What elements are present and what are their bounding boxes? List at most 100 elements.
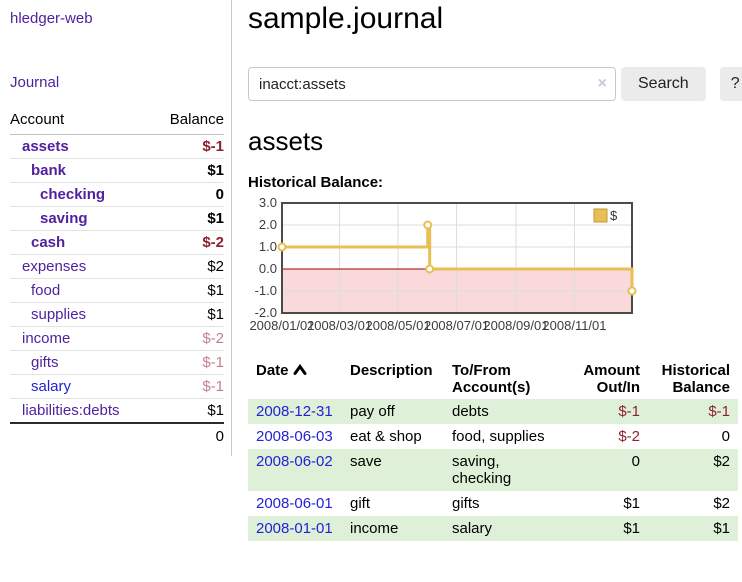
help-button[interactable]: ? xyxy=(719,67,742,101)
accounts-table: Account Balance assets $-1 bank $1 checking 0… xyxy=(10,106,224,448)
account-link[interactable]: supplies xyxy=(31,306,87,323)
account-row: liabilities:debts $1 xyxy=(10,398,224,424)
register-description-cell: income xyxy=(350,520,399,537)
register-row: 2008-01-01 income salary $1 $1 xyxy=(248,516,738,541)
register-amount-cell: $-2 xyxy=(618,428,640,445)
register-header-label: To/From Account(s) xyxy=(452,362,531,396)
historical-balance-chart: $3.0 2.0 1.0 0.0 -1.0 -2.02008/01/012008/03/0… xyxy=(249,195,637,333)
account-balance: $1 xyxy=(153,158,224,183)
account-row: saving $1 xyxy=(10,206,224,231)
account-row: supplies $1 xyxy=(10,302,224,327)
register-date-cell: 2008-06-03 xyxy=(248,424,342,449)
page-title: sample.journal xyxy=(248,2,444,35)
search-input[interactable] xyxy=(248,67,616,101)
accounts-total-row: 0 xyxy=(10,422,224,448)
register-table: Date Description To/From Account(s) Amount … xyxy=(248,359,738,541)
y-axis-tick-label: -1.0 xyxy=(255,283,277,298)
account-link[interactable]: assets xyxy=(22,138,69,155)
chart-data-point xyxy=(423,220,433,230)
register-header-label: Description xyxy=(350,362,433,379)
account-balance: $1 xyxy=(153,302,224,327)
y-axis-tick-label: 2.0 xyxy=(259,217,277,232)
account-link[interactable]: income xyxy=(22,330,71,347)
account-link[interactable]: cash xyxy=(31,234,66,251)
chart-border xyxy=(281,202,633,314)
register-header-amount: Amount Out/In xyxy=(568,359,648,399)
register-description-cell: gift xyxy=(350,495,371,512)
register-accounts-cell: salary xyxy=(452,520,493,537)
account-row: salary $-1 xyxy=(10,374,224,399)
search-bar: × Search ? xyxy=(248,67,742,101)
account-balance: $1 xyxy=(153,398,224,424)
search-button[interactable]: Search xyxy=(621,67,706,101)
y-axis-tick-label: -2.0 xyxy=(255,305,277,320)
chart-data-point xyxy=(425,264,435,274)
register-row: 2008-06-02 save saving, checking 0 $2 xyxy=(248,449,738,491)
account-row: gifts $-1 xyxy=(10,350,224,375)
account-link[interactable]: checking xyxy=(40,186,106,203)
register-header-row: Date Description To/From Account(s) Amount … xyxy=(248,359,738,399)
register-date-cell: 2008-01-01 xyxy=(248,516,342,541)
register-accounts-cell: saving, checking xyxy=(452,453,512,487)
x-axis-tick-label: 2008/07/01 xyxy=(424,318,489,333)
transaction-date-link[interactable]: 2008-06-01 xyxy=(256,495,333,512)
register-accounts-cell: food, supplies xyxy=(452,428,545,445)
account-link[interactable]: expenses xyxy=(22,258,87,275)
account-balance: $-1 xyxy=(153,374,224,399)
accounts-header-row: Account Balance xyxy=(10,106,224,135)
chart-label: Historical Balance: xyxy=(248,174,384,191)
account-row: bank $1 xyxy=(10,158,224,183)
register-date-cell: 2008-06-01 xyxy=(248,491,342,516)
register-amount-cell: $1 xyxy=(623,495,640,512)
legend-swatch xyxy=(593,208,608,223)
register-amount-cell: 0 xyxy=(631,453,640,470)
register-date-cell: 2008-06-02 xyxy=(248,449,342,491)
sidebar-item-journal[interactable]: Journal xyxy=(10,74,60,91)
register-amount-cell: $1 xyxy=(623,520,640,537)
accounts-header-account: Account xyxy=(10,106,154,135)
account-title: assets xyxy=(248,126,324,156)
chart-data-point xyxy=(627,286,637,296)
chart-data-point xyxy=(277,242,287,252)
transaction-date-link[interactable]: 2008-06-03 xyxy=(256,428,333,445)
search-input-wrapper: × xyxy=(248,67,616,101)
account-balance: 0 xyxy=(153,182,224,207)
account-link[interactable]: salary xyxy=(31,378,72,395)
account-row: assets $-1 xyxy=(10,134,224,159)
account-balance: $-2 xyxy=(153,326,224,351)
x-axis-tick-label: 2008/09/01 xyxy=(483,318,548,333)
accounts-total-balance: 0 xyxy=(153,422,224,448)
account-link[interactable]: food xyxy=(31,282,61,299)
account-row: checking 0 xyxy=(10,182,224,207)
account-balance: $1 xyxy=(153,206,224,231)
register-row: 2008-06-01 gift gifts $1 $2 xyxy=(248,491,738,516)
register-description-cell: pay off xyxy=(350,403,395,420)
clear-search-icon[interactable]: × xyxy=(597,75,607,92)
register-balance-cell: $2 xyxy=(713,495,730,512)
register-description-cell: save xyxy=(350,453,382,470)
register-amount-cell: $-1 xyxy=(618,403,640,420)
account-link[interactable]: saving xyxy=(40,210,88,227)
transaction-date-link[interactable]: 2008-06-02 xyxy=(256,453,333,470)
register-header-label: Date xyxy=(256,362,289,379)
register-row: 2008-06-03 eat & shop food, supplies $-2 0 xyxy=(248,424,738,449)
account-row: expenses $2 xyxy=(10,254,224,279)
register-accounts-cell: debts xyxy=(452,403,489,420)
account-link[interactable]: gifts xyxy=(31,354,59,371)
sidebar: hledger-web Journal Account Balance asse… xyxy=(0,0,232,456)
brand-link[interactable]: hledger-web xyxy=(10,10,93,27)
legend-label: $ xyxy=(610,208,618,223)
account-balance: $1 xyxy=(153,278,224,303)
register-description-cell: eat & shop xyxy=(350,428,422,445)
register-header-date[interactable]: Date xyxy=(248,359,342,399)
register-row: 2008-12-31 pay off debts $-1 $-1 xyxy=(248,399,738,424)
account-link[interactable]: bank xyxy=(31,162,67,179)
account-row: food $1 xyxy=(10,278,224,303)
account-link[interactable]: liabilities:debts xyxy=(22,402,120,419)
transaction-date-link[interactable]: 2008-12-31 xyxy=(256,403,333,420)
register-header-label: Amount Out/In xyxy=(583,362,640,396)
transaction-date-link[interactable]: 2008-01-01 xyxy=(256,520,333,537)
x-axis-tick-label: 2008/01/01 xyxy=(249,318,314,333)
x-axis-tick-label: 2008/03/01 xyxy=(307,318,372,333)
account-row: cash $-2 xyxy=(10,230,224,255)
